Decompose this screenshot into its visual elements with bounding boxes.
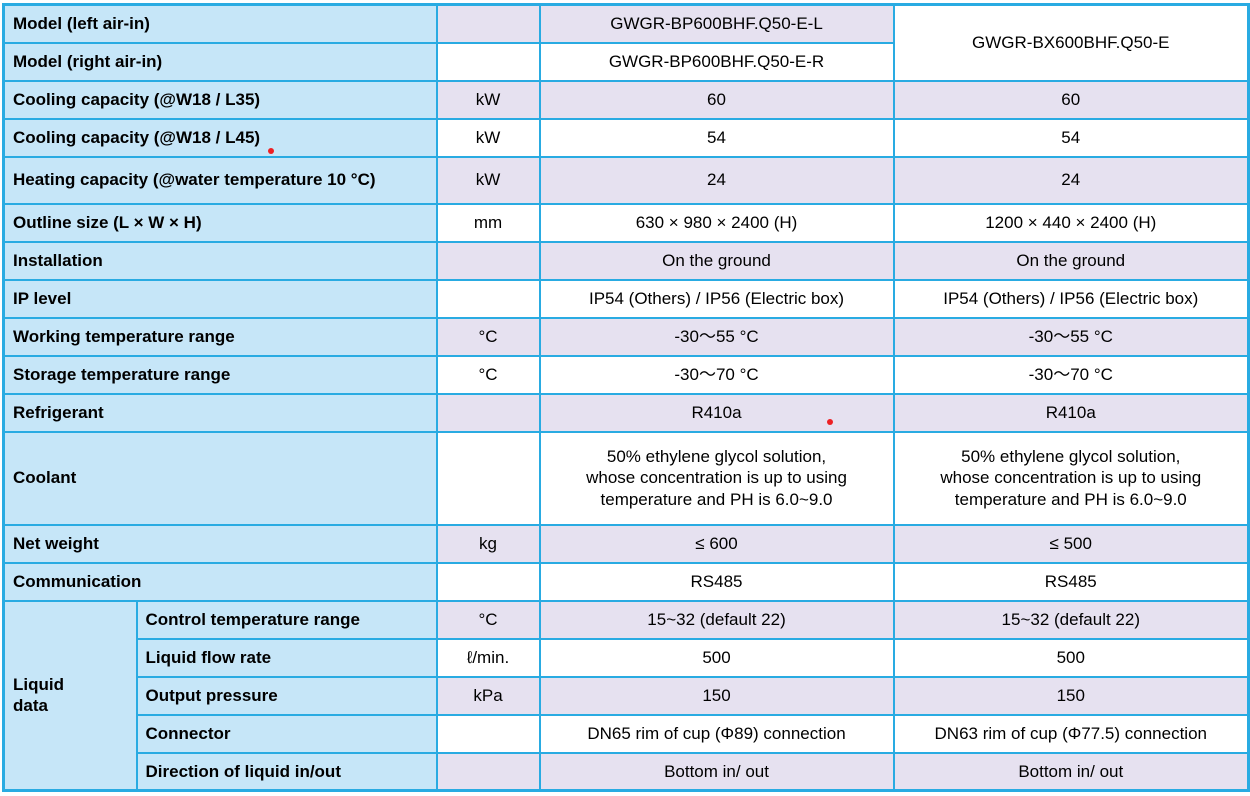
value-cell: 50% ethylene glycol solution, whose conc… — [892, 430, 1250, 526]
value-cell: 50% ethylene glycol solution, whose conc… — [538, 430, 895, 526]
unit-cell: ℓ/min. — [435, 637, 541, 678]
unit-cell — [435, 430, 541, 526]
value-cell: RS485 — [892, 561, 1250, 602]
row-label: Model (right air-in) — [2, 41, 438, 82]
row-output-pressure: Output pressure kPa 150 150 — [4, 675, 1250, 716]
value-cell: 54 — [892, 117, 1250, 158]
value-cell: 54 — [538, 117, 895, 158]
row-outline-size: Outline size (L × W × H) mm 630 × 980 × … — [2, 202, 1250, 243]
unit-cell: kW — [435, 79, 541, 120]
value-cell: On the ground — [892, 240, 1250, 281]
row-cooling-capacity-l45: Cooling capacity (@W18 / L45) kW 54 54 — [2, 117, 1250, 158]
value-cell: RS485 — [538, 561, 895, 602]
unit-cell: mm — [435, 202, 541, 243]
row-working-temperature-range: Working temperature range °C -30～55 °C -… — [2, 316, 1250, 357]
value-cell: ≤ 500 — [892, 523, 1250, 564]
unit-cell — [435, 41, 541, 82]
value-cell: 60 — [892, 79, 1250, 120]
unit-cell — [435, 3, 541, 44]
value-cell: Bottom in/ out — [538, 751, 895, 792]
value-cell: On the ground — [538, 240, 895, 281]
row-label: Outline size (L × W × H) — [2, 202, 438, 243]
value-cell: Bottom in/ out — [892, 751, 1250, 792]
row-label: Cooling capacity (@W18 / L35) — [2, 79, 438, 120]
unit-cell: °C — [435, 354, 541, 395]
unit-cell: kg — [435, 523, 541, 564]
row-model-left-air-in: Model (left air-in) GWGR-BP600BHF.Q50-E-… — [2, 3, 1250, 82]
row-ip-level: IP level IP54 (Others) / IP56 (Electric … — [2, 278, 1250, 319]
value-cell-model-left: GWGR-BP600BHF.Q50-E-L — [538, 3, 895, 44]
row-label: IP level — [2, 278, 438, 319]
value-cell-model-right: GWGR-BP600BHF.Q50-E-R — [538, 41, 895, 82]
value-cell-model-bx: GWGR-BX600BHF.Q50-E — [892, 3, 1250, 82]
value-cell: -30～70 °C — [892, 354, 1250, 395]
value-cell: 24 — [538, 155, 895, 205]
row-communication: Communication RS485 RS485 — [2, 561, 1250, 602]
row-label: Working temperature range — [2, 316, 438, 357]
row-net-weight: Net weight kg ≤ 600 ≤ 500 — [2, 523, 1250, 564]
value-cell: -30～70 °C — [538, 354, 895, 395]
value-cell: 1200 × 440 × 2400 (H) — [892, 202, 1250, 243]
row-cooling-capacity-l35: Cooling capacity (@W18 / L35) kW 60 60 — [2, 79, 1250, 120]
value-cell: -30～55 °C — [538, 316, 895, 357]
unit-cell — [435, 240, 541, 281]
row-label: Output pressure — [135, 675, 438, 716]
value-cell: R410a — [892, 392, 1250, 433]
value-cell: DN63 rim of cup (Φ77.5) connection — [892, 713, 1250, 754]
value-cell: ≤ 600 — [538, 523, 895, 564]
row-label: Connector — [135, 713, 438, 754]
value-cell: 150 — [892, 675, 1250, 716]
value-cell: -30～55 °C — [892, 316, 1250, 357]
red-dot-artifact — [268, 148, 274, 154]
unit-cell — [435, 278, 541, 319]
value-cell: 15~32 (default 22) — [892, 599, 1250, 640]
value-cell: 15~32 (default 22) — [538, 599, 895, 640]
value-cell: 500 — [538, 637, 895, 678]
value-cell: IP54 (Others) / IP56 (Electric box) — [892, 278, 1250, 319]
value-cell: 24 — [892, 155, 1250, 205]
unit-cell — [435, 392, 541, 433]
row-label: Control temperature range — [135, 599, 438, 640]
unit-cell — [435, 751, 541, 792]
value-cell: 630 × 980 × 2400 (H) — [538, 202, 895, 243]
row-connector: Connector DN65 rim of cup (Φ89) connecti… — [4, 713, 1250, 754]
row-coolant: Coolant 50% ethylene glycol solution, wh… — [2, 430, 1250, 526]
row-model-right-air-in: Model (right air-in) GWGR-BP600BHF.Q50-E… — [2, 41, 1249, 82]
row-label: Direction of liquid in/out — [135, 751, 438, 792]
value-cell: R410a — [538, 392, 895, 433]
row-label: Model (left air-in) — [2, 3, 438, 44]
row-heating-capacity: Heating capacity (@water temperature 10 … — [2, 155, 1250, 205]
value-cell: DN65 rim of cup (Φ89) connection — [538, 713, 895, 754]
unit-cell: kPa — [435, 675, 541, 716]
row-direction-of-liquid: Direction of liquid in/out Bottom in/ ou… — [4, 751, 1250, 792]
row-label: Heating capacity (@water temperature 10 … — [2, 155, 438, 205]
row-label: Cooling capacity (@W18 / L45) — [2, 117, 438, 158]
value-cell: 150 — [538, 675, 895, 716]
unit-cell — [435, 561, 541, 602]
row-label: Communication — [2, 561, 438, 602]
row-liquid-flow-rate: Liquid flow rate ℓ/min. 500 500 — [4, 637, 1250, 678]
unit-cell: kW — [435, 117, 541, 158]
value-cell: 500 — [892, 637, 1250, 678]
row-label: Coolant — [2, 430, 438, 526]
unit-cell — [435, 713, 541, 754]
row-label: Storage temperature range — [2, 354, 438, 395]
row-refrigerant: Refrigerant R410a R410a — [2, 392, 1250, 433]
row-installation: Installation On the ground On the ground — [2, 240, 1250, 281]
spec-table: Model (left air-in) GWGR-BP600BHF.Q50-E-… — [2, 3, 1250, 792]
unit-cell: °C — [435, 599, 541, 640]
value-cell: IP54 (Others) / IP56 (Electric box) — [538, 278, 895, 319]
row-control-temperature-range: Liquid data Control temperature range °C… — [2, 599, 1250, 792]
unit-cell: °C — [435, 316, 541, 357]
row-label: Installation — [2, 240, 438, 281]
red-dot-artifact — [827, 419, 833, 425]
value-cell: 60 — [538, 79, 895, 120]
row-storage-temperature-range: Storage temperature range °C -30～70 °C -… — [2, 354, 1250, 395]
unit-cell: kW — [435, 155, 541, 205]
row-label: Liquid flow rate — [135, 637, 438, 678]
row-label: Refrigerant — [2, 392, 438, 433]
row-label: Net weight — [2, 523, 438, 564]
liquid-data-group-label: Liquid data — [2, 599, 138, 792]
